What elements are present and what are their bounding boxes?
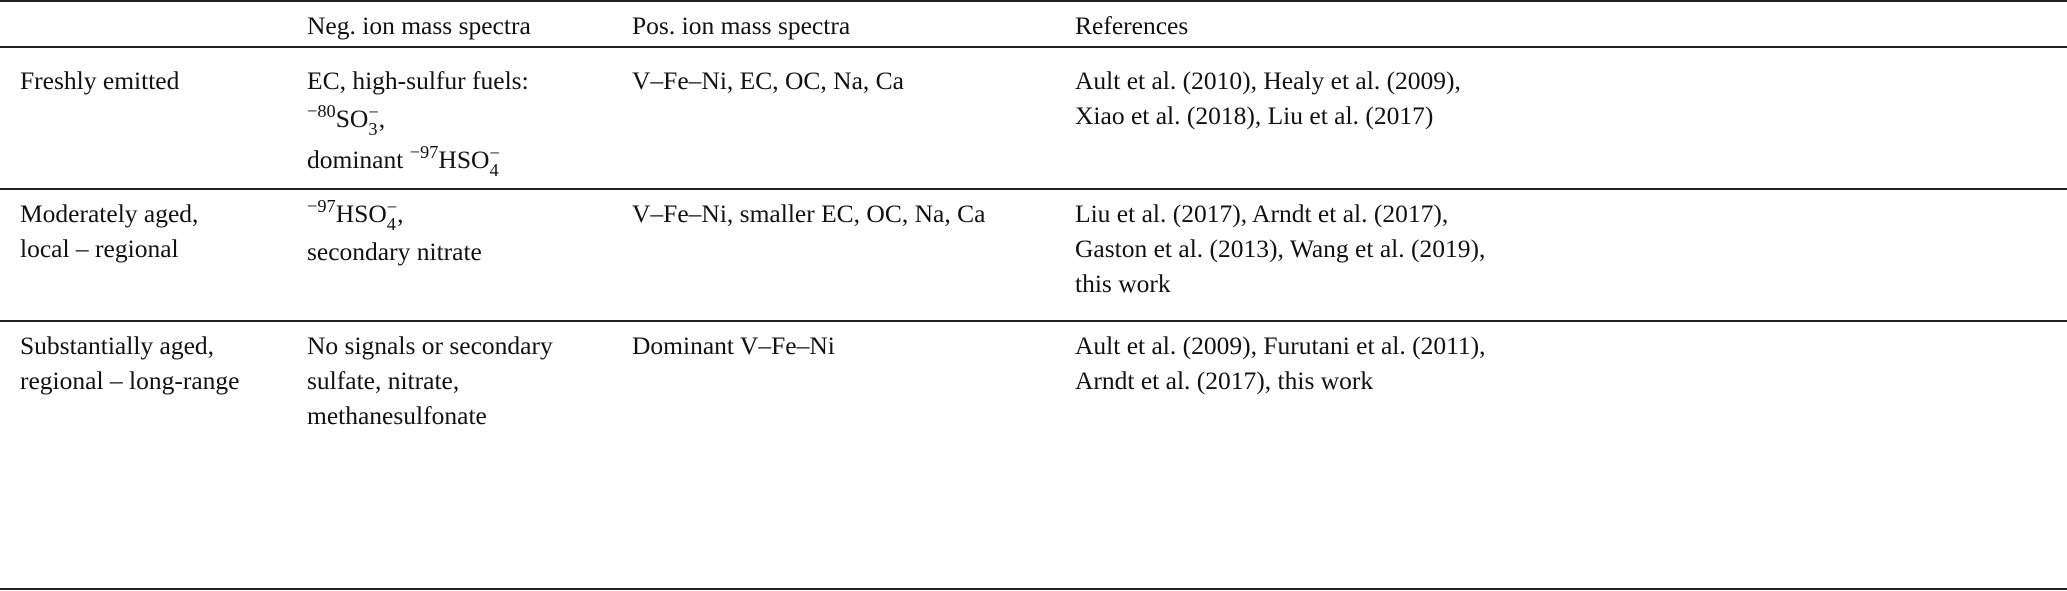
cell-line: Dominant V–Fe–Ni <box>632 328 835 363</box>
row-label-cell: Substantially aged, regional – long-range <box>20 328 240 398</box>
cell-text: dominant <box>307 144 410 174</box>
pos-ion-cell: V–Fe–Ni, EC, OC, Na, Ca <box>632 63 904 98</box>
cell-text: No signals or secondary <box>307 331 553 360</box>
row-label-cell: Freshly emitted <box>20 63 179 98</box>
header-cell-references: References <box>1075 11 1189 40</box>
superscript: −80 <box>307 100 336 121</box>
neg-ion-cell: EC, high-sulfur fuels: −80SO −3, dominant −… <box>307 63 529 179</box>
top-rule <box>0 0 2067 2</box>
subscript: 4 <box>489 159 499 180</box>
cell-line: methanesulfonate <box>307 398 553 433</box>
header-rule <box>0 46 2067 48</box>
cell-text: this work <box>1075 269 1171 298</box>
superscript: −97 <box>409 141 439 162</box>
neg-ion-cell: −97HSO −4, secondary nitrate <box>307 196 482 269</box>
cell-text: V–Fe–Ni, EC, OC, Na, Ca <box>632 66 904 95</box>
cell-line: regional – long-range <box>20 363 240 398</box>
cell-line: Ault et al. (2009), Furutani et al. (201… <box>1075 328 1486 363</box>
row-label-cell: Moderately aged, local – regional <box>20 196 198 266</box>
superscript: −97 <box>307 195 336 216</box>
cell-text: Moderately aged, <box>20 199 199 228</box>
cell-line: Xiao et al. (2018), Liu et al. (2017) <box>1075 98 1461 133</box>
cell-text: HSO <box>335 199 387 228</box>
cell-line: Substantially aged, <box>20 328 240 363</box>
row-rule <box>0 188 2067 190</box>
references-cell: Liu et al. (2017), Arndt et al. (2017), G… <box>1075 196 1485 301</box>
cell-text: methanesulfonate <box>307 401 487 430</box>
cell-text: , <box>397 199 404 228</box>
superscript: − <box>386 196 398 217</box>
header-cell-pos: Pos. ion mass spectra <box>632 11 851 40</box>
subscript: 4 <box>386 214 396 235</box>
cell-text: EC, high-sulfur fuels: <box>307 66 529 95</box>
cell-line: sulfate, nitrate, <box>307 363 553 398</box>
cell-line: Liu et al. (2017), Arndt et al. (2017), <box>1075 196 1485 231</box>
cell-text: HSO <box>438 144 490 174</box>
bottom-rule <box>0 588 2067 590</box>
cell-line: this work <box>1075 266 1485 301</box>
cell-text: Arndt et al. (2017), this work <box>1075 366 1374 395</box>
cell-line: EC, high-sulfur fuels: <box>307 63 529 98</box>
charge-subscript: −4 <box>489 142 500 180</box>
pos-ion-cell: V–Fe–Ni, smaller EC, OC, Na, Ca <box>632 196 985 231</box>
cell-text: SO <box>335 104 369 133</box>
cell-text: Ault et al. (2010), Healy et al. (2009), <box>1075 66 1461 95</box>
cell-line: Gaston et al. (2013), Wang et al. (2019)… <box>1075 231 1485 266</box>
cell-line: dominant −97HSO −4 <box>307 142 529 180</box>
cell-line: Moderately aged, <box>20 196 198 231</box>
cell-text: , <box>378 104 386 133</box>
cell-line: No signals or secondary <box>307 328 553 363</box>
neg-ion-cell: No signals or secondary sulfate, nitrate,… <box>307 328 553 433</box>
cell-text: local – regional <box>20 234 179 263</box>
cell-text: Dominant V–Fe–Ni <box>632 331 835 360</box>
references-cell: Ault et al. (2009), Furutani et al. (201… <box>1075 328 1486 398</box>
cell-text: V–Fe–Ni, smaller EC, OC, Na, Ca <box>632 199 986 228</box>
cell-line: −80SO −3, <box>307 101 529 139</box>
cell-text: Liu et al. (2017), Arndt et al. (2017), <box>1075 199 1449 228</box>
cell-text: regional – long-range <box>20 366 240 395</box>
cell-line: Ault et al. (2010), Healy et al. (2009), <box>1075 63 1461 98</box>
cell-line: V–Fe–Ni, EC, OC, Na, Ca <box>632 63 904 98</box>
cell-text: secondary nitrate <box>307 236 482 266</box>
cell-text: Gaston et al. (2013), Wang et al. (2019)… <box>1075 234 1486 263</box>
cell-text: Freshly emitted <box>20 66 180 95</box>
row-rule <box>0 320 2067 322</box>
cell-line: Freshly emitted <box>20 63 179 98</box>
references-cell: Ault et al. (2010), Healy et al. (2009),… <box>1075 63 1461 133</box>
cell-line: −97HSO −4, <box>307 196 482 234</box>
cell-text: Xiao et al. (2018), Liu et al. (2017) <box>1075 101 1434 130</box>
cell-text: sulfate, nitrate, <box>307 366 460 395</box>
cell-text: Ault et al. (2009), Furutani et al. (201… <box>1075 331 1486 360</box>
cell-line: Arndt et al. (2017), this work <box>1075 363 1486 398</box>
charge-subscript: −3 <box>368 101 379 140</box>
cell-line: local – regional <box>20 231 198 266</box>
header-cell-neg: Neg. ion mass spectra <box>307 11 531 40</box>
cell-line: secondary nitrate <box>307 234 482 269</box>
charge-subscript: −4 <box>386 196 398 235</box>
cell-text: Substantially aged, <box>20 331 215 360</box>
subscript: 3 <box>368 119 378 140</box>
pos-ion-cell: Dominant V–Fe–Ni <box>632 328 835 363</box>
superscript: − <box>489 142 500 163</box>
superscript: − <box>368 101 379 122</box>
cell-line: V–Fe–Ni, smaller EC, OC, Na, Ca <box>632 196 985 231</box>
